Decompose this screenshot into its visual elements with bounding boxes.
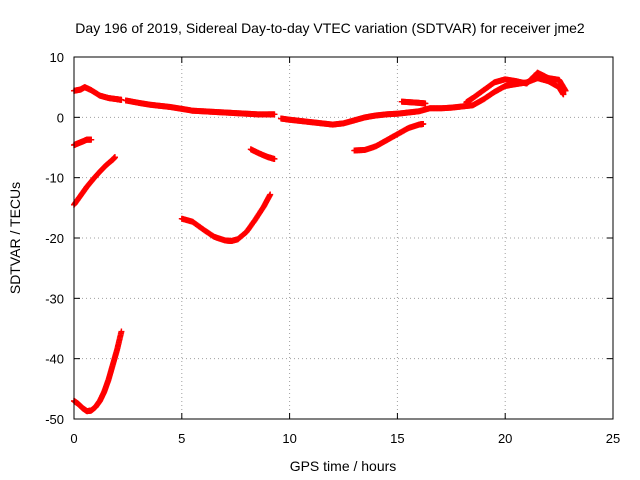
data-point [420,120,427,127]
data-point [88,136,95,143]
y-tick-label: 10 [50,50,64,65]
y-tick-label: -40 [45,352,64,367]
series-arc-h [277,75,567,128]
series-arc-e [122,97,278,118]
data-point [118,328,125,335]
series-arc-j [398,98,429,107]
x-tick-label: 20 [498,431,512,446]
series-arc-a [71,84,125,103]
data-points [71,69,569,415]
data-point [560,91,567,98]
series-arc-g [247,146,278,162]
data-point [267,191,274,198]
series-arc-f [178,191,274,245]
data-point [422,100,429,107]
axis-ticks: 0 5 10 15 20 25 -50 -40 -30 -20 -10 0 10 [45,50,620,446]
series-arc-i [351,120,427,154]
x-tick-label: 15 [390,431,404,446]
data-point [271,111,278,118]
y-tick-label: -10 [45,171,64,186]
data-point [271,155,278,162]
x-tick-label: 5 [178,431,185,446]
y-tick-label: 0 [57,110,64,125]
chart-title: Day 196 of 2019, Sidereal Day-to-day VTE… [75,20,585,36]
series-arc-d [71,328,125,415]
data-point [111,154,118,161]
y-tick-label: -30 [45,291,64,306]
data-point [562,87,569,94]
series-arc-b [71,136,95,149]
x-tick-label: 10 [282,431,296,446]
x-tick-label: 0 [70,431,77,446]
series-arc-c [71,154,118,208]
x-tick-label: 25 [606,431,620,446]
y-axis-label: SDTVAR / TECUs [7,182,23,294]
grid [74,57,613,419]
y-tick-label: -50 [45,412,64,427]
y-tick-label: -20 [45,231,64,246]
series-arc-k [463,69,569,106]
x-axis-label: GPS time / hours [290,458,397,474]
